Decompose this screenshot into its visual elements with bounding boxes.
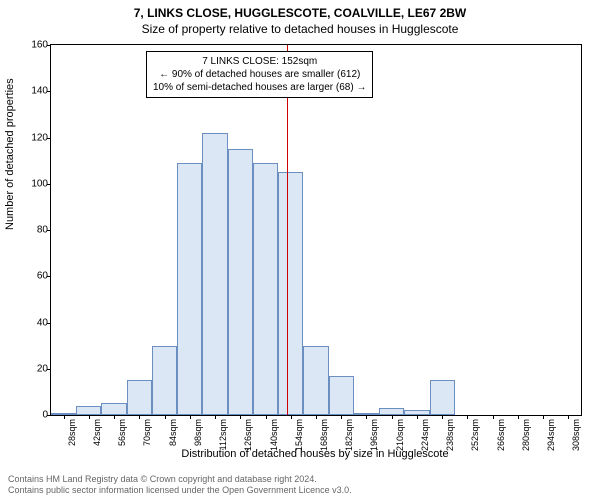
title-sub: Size of property relative to detached ho… <box>0 20 600 36</box>
xtick-label: 56sqm <box>117 419 127 446</box>
ytick-label: 160 <box>18 40 48 51</box>
histogram-bar <box>76 406 101 415</box>
xtick-mark <box>467 415 468 419</box>
annotation-line-2: ← 90% of detached houses are smaller (61… <box>153 68 366 81</box>
histogram-bar <box>202 133 227 415</box>
xtick-label: 84sqm <box>168 419 178 446</box>
xtick-mark <box>316 415 317 419</box>
xtick-label: 196sqm <box>369 419 379 451</box>
xtick-mark <box>139 415 140 419</box>
ytick-label: 60 <box>18 271 48 282</box>
histogram-bar <box>127 380 152 415</box>
histogram-bar <box>379 408 404 415</box>
xtick-label: 308sqm <box>571 419 581 451</box>
xtick-mark <box>215 415 216 419</box>
ytick-label: 20 <box>18 363 48 374</box>
ytick-label: 0 <box>18 410 48 421</box>
xtick-label: 168sqm <box>319 419 329 451</box>
xtick-label: 112sqm <box>218 419 228 450</box>
xtick-mark <box>190 415 191 419</box>
xtick-mark <box>89 415 90 419</box>
histogram-bar <box>101 403 126 415</box>
y-axis-label: Number of detached properties <box>4 78 16 230</box>
xtick-label: 182sqm <box>344 419 354 451</box>
xtick-mark <box>568 415 569 419</box>
xtick-label: 266sqm <box>496 419 506 451</box>
xtick-label: 98sqm <box>193 419 203 446</box>
histogram-bar <box>430 380 455 415</box>
xtick-label: 224sqm <box>420 419 430 451</box>
xtick-mark <box>266 415 267 419</box>
ytick-label: 100 <box>18 178 48 189</box>
chart-container: 7, LINKS CLOSE, HUGGLESCOTE, COALVILLE, … <box>0 0 600 500</box>
x-axis-label: Distribution of detached houses by size … <box>50 448 580 460</box>
xtick-label: 210sqm <box>395 419 405 451</box>
xtick-label: 42sqm <box>92 419 102 446</box>
xtick-mark <box>543 415 544 419</box>
xtick-mark <box>291 415 292 419</box>
xtick-mark <box>341 415 342 419</box>
annotation-box: 7 LINKS CLOSE: 152sqm← 90% of detached h… <box>146 51 373 98</box>
annotation-line-1: 7 LINKS CLOSE: 152sqm <box>153 55 366 68</box>
title-main: 7, LINKS CLOSE, HUGGLESCOTE, COALVILLE, … <box>0 0 600 20</box>
xtick-mark <box>392 415 393 419</box>
chart-plot-area: 02040608010012014016028sqm42sqm56sqm70sq… <box>50 44 582 416</box>
xtick-label: 280sqm <box>521 419 531 451</box>
xtick-mark <box>366 415 367 419</box>
histogram-bar <box>278 172 303 415</box>
ytick-label: 80 <box>18 225 48 236</box>
xtick-label: 126sqm <box>243 419 253 451</box>
xtick-label: 154sqm <box>294 419 304 451</box>
xtick-label: 28sqm <box>67 419 77 446</box>
xtick-label: 140sqm <box>269 419 279 451</box>
ytick-label: 140 <box>18 86 48 97</box>
reference-line <box>287 45 288 415</box>
histogram-bar <box>177 163 202 415</box>
xtick-label: 238sqm <box>445 419 455 451</box>
xtick-mark <box>240 415 241 419</box>
xtick-mark <box>442 415 443 419</box>
annotation-line-3: 10% of semi-detached houses are larger (… <box>153 81 366 94</box>
histogram-bar <box>303 346 328 415</box>
histogram-bar <box>329 376 354 415</box>
histogram-bar <box>253 163 278 415</box>
footer-line-2: Contains public sector information licen… <box>8 485 352 496</box>
xtick-label: 252sqm <box>470 419 480 451</box>
xtick-mark <box>417 415 418 419</box>
xtick-mark <box>64 415 65 419</box>
xtick-label: 294sqm <box>546 419 556 451</box>
xtick-mark <box>493 415 494 419</box>
histogram-bar <box>152 346 177 415</box>
ytick-label: 40 <box>18 317 48 328</box>
footer-attribution: Contains HM Land Registry data © Crown c… <box>8 474 352 496</box>
footer-line-1: Contains HM Land Registry data © Crown c… <box>8 474 352 485</box>
ytick-label: 120 <box>18 132 48 143</box>
histogram-bar <box>228 149 253 415</box>
xtick-mark <box>518 415 519 419</box>
xtick-mark <box>114 415 115 419</box>
xtick-mark <box>165 415 166 419</box>
xtick-label: 70sqm <box>142 419 152 446</box>
